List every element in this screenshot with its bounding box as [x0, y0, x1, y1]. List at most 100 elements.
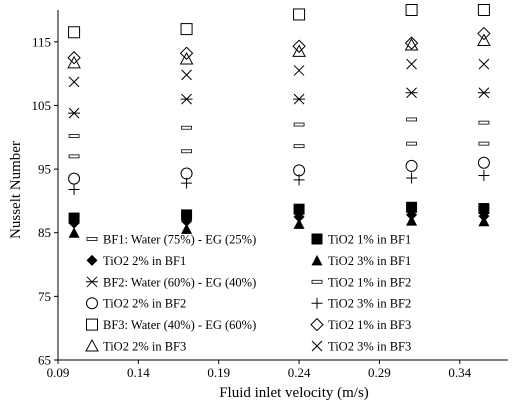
data-point: [404, 37, 419, 51]
legend-item: TiO2 2% in BF1: [86, 254, 186, 268]
legend-marker: [310, 317, 324, 332]
data-point: [293, 203, 305, 215]
legend-label: TiO2 2% in BF1: [103, 254, 186, 268]
data-point: [68, 154, 80, 159]
data-point: [293, 211, 305, 223]
data-point: [478, 141, 490, 146]
data-point: [181, 125, 192, 130]
x-tick-label: 0.19: [207, 365, 230, 380]
data-point: [477, 156, 490, 169]
data-point: [68, 172, 81, 185]
y-tick-label: 85: [38, 225, 51, 240]
legend-label: BF2: Water (60%) - EG (40%): [103, 275, 256, 289]
legend-label: TiO2 3% in BF2: [328, 297, 411, 311]
data-point: [406, 215, 418, 226]
legend-label: BF1: Water (75%) - EG (25%): [103, 233, 256, 247]
legend-marker: [86, 237, 98, 241]
legend-item: TiO2 3% in BF1: [311, 254, 411, 268]
legend-marker: [86, 297, 98, 310]
series-1: [68, 141, 490, 159]
data-point: [68, 134, 80, 138]
data-point: [292, 39, 306, 53]
data-point: [293, 122, 305, 127]
data-point: [181, 209, 193, 221]
data-point: [293, 144, 305, 149]
legend-label: TiO2 1% in BF2: [328, 275, 411, 289]
series-2: [68, 201, 490, 224]
data-point: [406, 172, 418, 184]
data-point: [405, 159, 418, 172]
data-point: [478, 215, 490, 227]
legend-item: TiO2 1% in BF3: [310, 317, 411, 332]
series-7: [68, 156, 490, 185]
legend-item: TiO2 2% in BF2: [86, 297, 186, 311]
legend-marker: [86, 276, 98, 288]
series-8: [68, 169, 490, 195]
data-point: [478, 169, 490, 181]
data-point: [478, 203, 490, 215]
data-point: [406, 117, 417, 122]
series-6: [68, 117, 490, 138]
y-tick-label: 95: [38, 162, 51, 177]
data-point: [180, 167, 193, 180]
data-point: [181, 149, 192, 154]
legend-item: TiO2 1% in BF2: [311, 275, 411, 289]
series-3: [68, 209, 490, 229]
legend-marker: [85, 338, 99, 352]
data-point: [406, 141, 417, 146]
legend: BF1: Water (75%) - EG (25%) TiO2 1% in BF…: [85, 233, 411, 354]
series-12: [68, 58, 490, 88]
x-tick-label: 0.34: [448, 365, 471, 380]
legend-marker: [311, 297, 323, 309]
data-point: [68, 217, 80, 229]
legend-label: TiO2 1% in BF1: [328, 233, 411, 247]
data-point: [181, 177, 193, 189]
data-point: [405, 4, 418, 16]
x-tick-label: 0.14: [127, 365, 150, 380]
legend-item: BF1: Water (75%) - EG (25%): [86, 233, 256, 247]
series-4: [68, 215, 490, 238]
legend-item: TiO2 3% in BF2: [311, 297, 411, 311]
data-marks: [67, 4, 491, 238]
data-point: [406, 209, 418, 221]
x-tick-label: 0.24: [288, 365, 311, 380]
data-point: [293, 218, 305, 229]
legend-marker: [311, 340, 323, 352]
x-axis-label: Fluid inlet velocity (m/s): [219, 385, 369, 400]
data-point: [292, 44, 306, 57]
axes: 65 75 85 95 105 115 0.09 0.14 0.19 0.24 0.29 0.34: [32, 10, 508, 380]
legend-item: TiO2 2% in BF3: [85, 338, 186, 354]
legend-marker: [311, 233, 323, 245]
data-point: [406, 58, 417, 70]
legend-item: TiO2 3% in BF3: [311, 340, 411, 354]
y-tick-label: 115: [32, 34, 51, 49]
data-point: [406, 201, 418, 213]
legend-label: TiO2 3% in BF3: [328, 340, 411, 354]
y-tick-label: 65: [38, 353, 51, 368]
x-tick-label: 0.29: [368, 365, 391, 380]
data-point: [181, 223, 193, 234]
data-point: [477, 4, 490, 16]
data-point: [68, 26, 81, 39]
legend-label: BF3: Water (40%) - EG (60%): [103, 318, 256, 332]
data-point: [293, 174, 305, 186]
legend-marker: [311, 279, 323, 284]
data-point: [405, 87, 418, 99]
data-point: [179, 46, 194, 60]
data-point: [67, 51, 81, 65]
series-10: [67, 26, 491, 65]
legend-marker: [86, 318, 98, 331]
data-point: [293, 93, 306, 105]
legend-item: TiO2 1% in BF1: [311, 233, 411, 247]
data-point: [68, 76, 80, 88]
data-point: [293, 65, 305, 76]
data-point: [67, 55, 81, 69]
series-5: [68, 87, 490, 119]
y-tick-label: 105: [32, 98, 52, 113]
data-point: [478, 58, 490, 70]
legend-marker: [311, 254, 323, 266]
legend-label: TiO2 2% in BF2: [103, 297, 186, 311]
data-point: [181, 69, 192, 81]
data-point: [180, 23, 193, 36]
